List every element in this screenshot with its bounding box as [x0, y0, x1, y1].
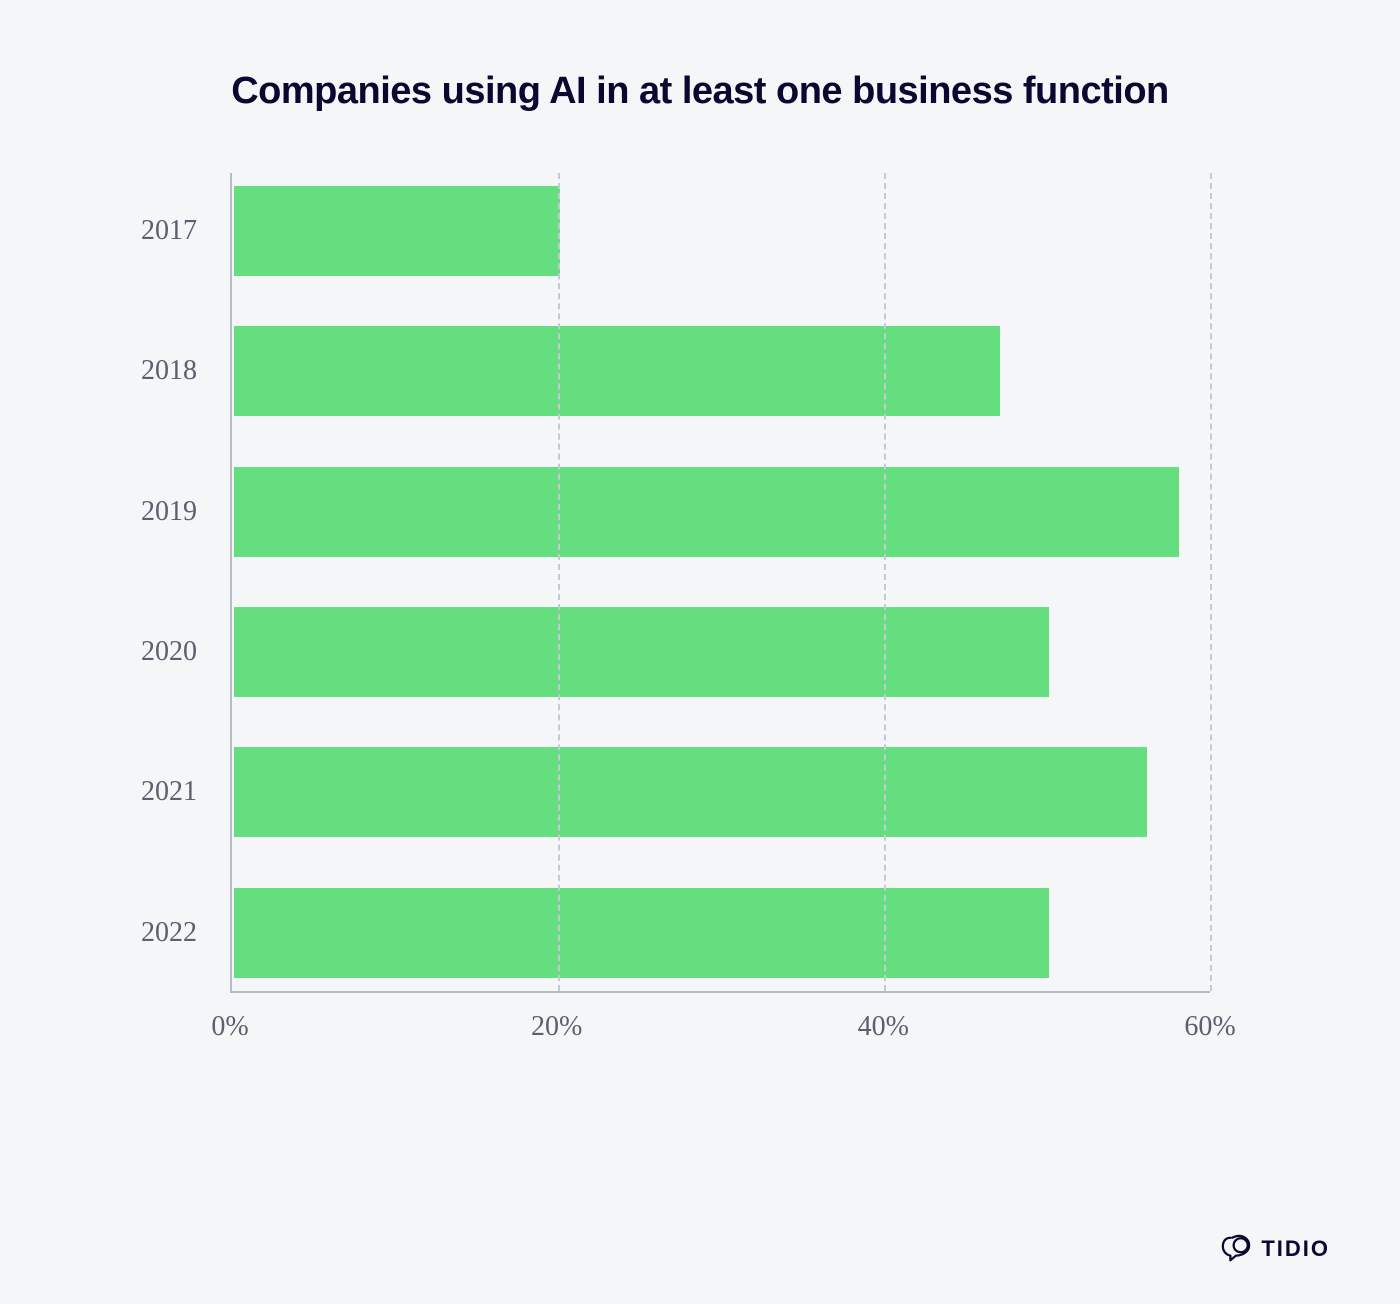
x-axis-tick: 40% — [858, 1011, 909, 1043]
bar — [234, 888, 1049, 978]
brand-badge: TIDIO — [1221, 1234, 1330, 1264]
bar-row: 2018 — [232, 326, 1210, 416]
tidio-logo-icon — [1221, 1234, 1251, 1264]
x-axis-tick: 20% — [531, 1011, 582, 1043]
brand-name: TIDIO — [1261, 1236, 1330, 1262]
chart-bars: 2017 2018 2019 2020 2021 2022 — [232, 173, 1210, 991]
bar — [234, 747, 1147, 837]
y-axis-label: 2021 — [141, 776, 197, 808]
bar-row: 2020 — [232, 607, 1210, 697]
y-axis-label: 2022 — [141, 917, 197, 949]
chart-plot-area: 2017 2018 2019 2020 2021 2022 — [230, 173, 1210, 993]
bar — [234, 467, 1179, 557]
y-axis-label: 2019 — [141, 496, 197, 528]
chart-plot-wrap: 201720182019202020212022 0%20%40%60% — [230, 173, 1210, 1053]
chart-title: Companies using AI in at least one busin… — [90, 70, 1310, 113]
bar-row: 2022 — [232, 888, 1210, 978]
bar — [234, 607, 1049, 697]
bar-row: 2019 — [232, 467, 1210, 557]
y-axis-label: 2018 — [141, 355, 197, 387]
bar — [234, 186, 560, 276]
bar-row: 2021 — [232, 747, 1210, 837]
bar-row: 2017 — [232, 186, 1210, 276]
x-axis-tick: 60% — [1184, 1011, 1235, 1043]
chart-container: Companies using AI in at least one busin… — [0, 0, 1400, 1304]
x-axis-tick: 0% — [211, 1011, 248, 1043]
grid-line — [558, 173, 560, 991]
chart-x-axis: 0%20%40%60% — [230, 993, 1210, 1053]
y-axis-label: 2020 — [141, 636, 197, 668]
grid-line — [1210, 173, 1212, 991]
grid-line — [884, 173, 886, 991]
y-axis-label: 2017 — [141, 215, 197, 247]
